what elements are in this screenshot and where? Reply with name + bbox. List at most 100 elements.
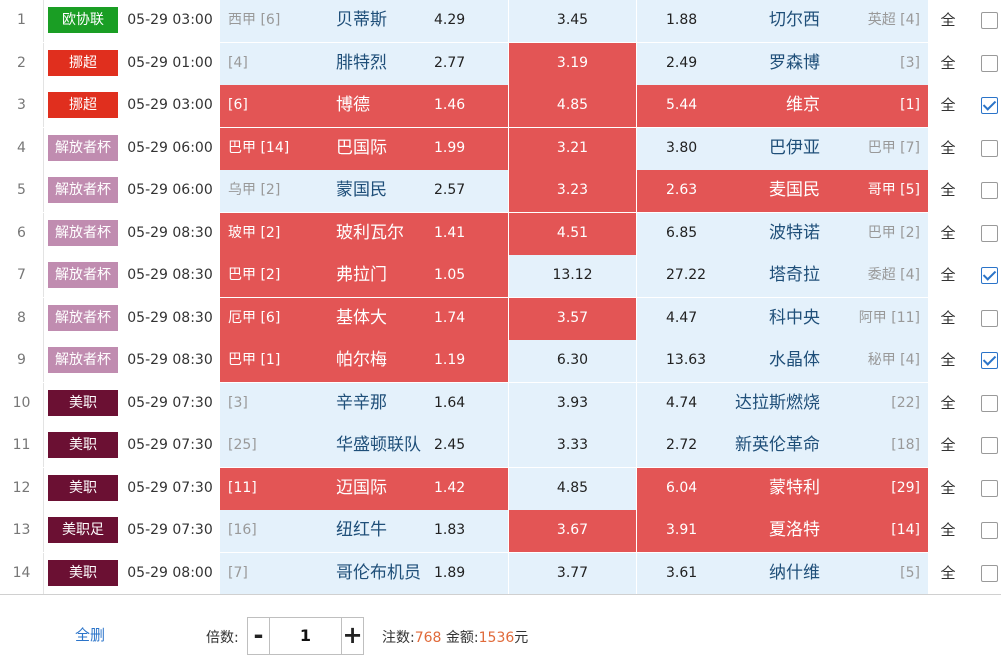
home-team: 辛辛那 [336,393,387,413]
away-win-option[interactable]: 3.61 纳什维 [5] [637,553,929,595]
away-win-option[interactable]: 13.63 水晶体 秘甲 [4] [637,340,929,382]
dan-checkbox[interactable] [981,352,998,369]
draw-option[interactable]: 6.30 [509,340,637,382]
away-rank: 巴甲 [7] [867,140,920,156]
draw-option[interactable]: 3.23 [509,170,637,212]
select-all-options[interactable]: 全 [929,340,967,382]
home-win-option[interactable]: 巴甲 [1] 帕尔梅 1.19 [220,340,509,382]
draw-option[interactable]: 4.85 [509,85,637,127]
dan-checkbox[interactable] [981,267,998,284]
dan-checkbox[interactable] [981,97,998,114]
select-all-options[interactable]: 全 [929,43,967,85]
away-win-option[interactable]: 4.74 达拉斯燃烧 [22] [637,383,929,425]
dan-checkbox[interactable] [981,437,998,454]
home-win-option[interactable]: 巴甲 [2] 弗拉门 1.05 [220,255,509,297]
match-row: 4 解放者杯 05-29 06:00 巴甲 [14] 巴国际 1.99 3.21 3.80 巴伊… [0,128,1001,170]
away-win-option[interactable]: 3.80 巴伊亚 巴甲 [7] [637,128,929,170]
draw-option[interactable]: 3.33 [509,425,637,467]
select-all-options[interactable]: 全 [929,255,967,297]
away-win-option[interactable]: 2.63 麦国民 哥甲 [5] [637,170,929,212]
home-win-option[interactable]: [7] 哥伦布机员 1.89 [220,553,509,595]
home-win-option[interactable]: [3] 辛辛那 1.64 [220,383,509,425]
home-team: 基体大 [336,308,387,328]
increase-button[interactable]: + [341,618,363,654]
draw-option[interactable]: 3.77 [509,553,637,595]
draw-option[interactable]: 3.93 [509,383,637,425]
league-badge[interactable]: 解放者杯 [48,135,118,161]
home-win-option[interactable]: 西甲 [6] 贝蒂斯 4.29 [220,0,509,42]
decrease-button[interactable]: - [248,618,270,654]
away-win-option[interactable]: 4.47 科中央 阿甲 [11] [637,298,929,340]
home-win-option[interactable]: [11] 迈国际 1.42 [220,468,509,510]
league-badge[interactable]: 美职 [48,475,118,501]
league-badge[interactable]: 美职足 [48,517,118,543]
league-badge[interactable]: 解放者杯 [48,347,118,373]
league-badge[interactable]: 解放者杯 [48,220,118,246]
select-all-options[interactable]: 全 [929,425,967,467]
dan-checkbox[interactable] [981,310,998,327]
home-win-option[interactable]: 玻甲 [2] 玻利瓦尔 1.41 [220,213,509,255]
home-win-option[interactable]: [4] 腓特烈 2.77 [220,43,509,85]
home-team: 哥伦布机员 [336,563,421,583]
row-index: 2 [0,43,44,85]
draw-option[interactable]: 4.85 [509,468,637,510]
row-index: 13 [0,510,44,552]
away-win-option[interactable]: 2.72 新英伦革命 [18] [637,425,929,467]
away-win-option[interactable]: 6.85 波特诺 巴甲 [2] [637,213,929,255]
multiplier-input[interactable]: 1 [299,626,312,645]
dan-checkbox[interactable] [981,55,998,72]
home-win-option[interactable]: 巴甲 [14] 巴国际 1.99 [220,128,509,170]
away-win-option[interactable]: 5.44 维京 [1] [637,85,929,127]
dan-checkbox[interactable] [981,182,998,199]
draw-option[interactable]: 3.19 [509,43,637,85]
league-badge[interactable]: 美职 [48,560,118,586]
select-all-options[interactable]: 全 [929,170,967,212]
home-win-option[interactable]: 乌甲 [2] 蒙国民 2.57 [220,170,509,212]
away-win-option[interactable]: 2.49 罗森博 [3] [637,43,929,85]
select-all-options[interactable]: 全 [929,0,967,42]
draw-option[interactable]: 4.51 [509,213,637,255]
draw-option[interactable]: 3.21 [509,128,637,170]
league-badge[interactable]: 挪超 [48,50,118,76]
draw-option[interactable]: 3.67 [509,510,637,552]
draw-option[interactable]: 3.45 [509,0,637,42]
select-all-options[interactable]: 全 [929,213,967,255]
select-all-options[interactable]: 全 [929,553,967,595]
league-badge[interactable]: 美职 [48,390,118,416]
league-badge[interactable]: 解放者杯 [48,305,118,331]
league-badge[interactable]: 解放者杯 [48,177,118,203]
select-all-options[interactable]: 全 [929,85,967,127]
league-badge[interactable]: 美职 [48,432,118,458]
home-win-option[interactable]: 厄甲 [6] 基体大 1.74 [220,298,509,340]
league-badge[interactable]: 挪超 [48,92,118,118]
away-win-option[interactable]: 3.91 夏洛特 [14] [637,510,929,552]
home-win-option[interactable]: [6] 博德 1.46 [220,85,509,127]
away-win-option[interactable]: 27.22 塔奇拉 委超 [4] [637,255,929,297]
league-badge[interactable]: 欧协联 [48,7,118,33]
select-all-options[interactable]: 全 [929,510,967,552]
home-rank: 巴甲 [1] [228,352,281,368]
home-win-option[interactable]: [25] 华盛顿联队 2.45 [220,425,509,467]
dan-checkbox[interactable] [981,225,998,242]
draw-option[interactable]: 3.57 [509,298,637,340]
draw-option[interactable]: 13.12 [509,255,637,297]
dan-cell [967,468,1001,510]
select-all-options[interactable]: 全 [929,468,967,510]
clear-all-link[interactable]: 全删 [75,626,106,644]
dan-checkbox[interactable] [981,12,998,29]
away-win-option[interactable]: 1.88 切尔西 英超 [4] [637,0,929,42]
away-rank: 秘甲 [4] [867,352,920,368]
home-win-option[interactable]: [16] 纽红牛 1.83 [220,510,509,552]
league-badge[interactable]: 解放者杯 [48,262,118,288]
select-all-options[interactable]: 全 [929,128,967,170]
away-win-option[interactable]: 6.04 蒙特利 [29] [637,468,929,510]
dan-checkbox[interactable] [981,480,998,497]
dan-checkbox[interactable] [981,565,998,582]
league-cell: 解放者杯 [44,213,120,255]
dan-checkbox[interactable] [981,395,998,412]
select-all-options[interactable]: 全 [929,298,967,340]
dan-checkbox[interactable] [981,140,998,157]
match-row: 2 挪超 05-29 01:00 [4] 腓特烈 2.77 3.19 2.49 罗森博 [3] 全 [0,43,1001,85]
dan-checkbox[interactable] [981,522,998,539]
select-all-options[interactable]: 全 [929,383,967,425]
